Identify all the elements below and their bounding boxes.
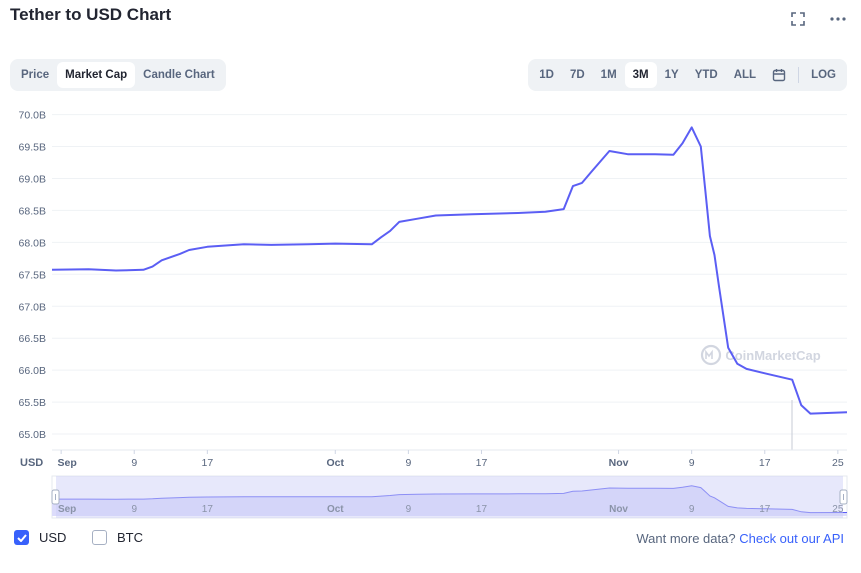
api-prompt: Want more data? Check out our API [636, 531, 844, 546]
calendar-button[interactable] [764, 62, 794, 88]
x-tick-label: 17 [759, 457, 771, 469]
api-link[interactable]: Check out our API [739, 531, 844, 546]
navigator-handle-left[interactable] [51, 489, 60, 505]
y-unit-label: USD [20, 457, 43, 469]
range-tab-7d[interactable]: 7D [569, 69, 585, 81]
y-tick-label: 66.5B [19, 333, 46, 345]
watermark-logo-icon [700, 344, 722, 366]
navigator-tick-label: 25 [832, 504, 844, 515]
navigator-tick-label: 9 [406, 504, 412, 515]
y-tick-label: 65.0B [19, 429, 46, 441]
grid-lines [52, 114, 847, 435]
navigator-handle-right[interactable] [839, 489, 848, 505]
watermark: CoinMarketCap [725, 348, 820, 363]
x-axis: Sep 9 17 Oct 9 17 Nov 9 17 25 [58, 450, 844, 469]
series-line-market-cap[interactable] [51, 126, 848, 415]
x-tick-label: Sep [58, 457, 77, 469]
y-tick-label: 69.0B [19, 173, 46, 185]
y-axis: 70.0B 69.5B 69.0B 68.5B 68.0B 67.5B 67.0B 66.5B… [19, 110, 46, 441]
btc-checkbox-label: BTC [117, 530, 143, 545]
y-tick-label: 66.0B [19, 365, 46, 377]
tab-market-cap[interactable]: Market Cap [57, 62, 136, 88]
range-tab-group: 1D 7D 1M 3M 1Y YTD ALL LOG [528, 59, 847, 91]
navigator-x-axis: Sep 9 17 Oct 9 17 Nov 9 17 25 [58, 504, 844, 515]
x-tick-label: 9 [131, 457, 137, 469]
api-prompt-text: Want more data? [636, 531, 736, 546]
range-tab-3m[interactable]: 3M [624, 62, 657, 88]
divider [798, 67, 800, 83]
y-tick-label: 68.5B [19, 205, 46, 217]
view-tab-group: Price Market Cap Candle Chart [10, 59, 226, 91]
y-tick-label: 69.5B [19, 142, 46, 154]
y-tick-label: 70.0B [19, 110, 46, 122]
range-tab-1y[interactable]: 1Y [664, 69, 679, 81]
log-scale-button[interactable]: LOG [811, 69, 836, 81]
x-tick-label: 9 [405, 457, 411, 469]
navigator-tick-label: 9 [689, 504, 695, 515]
navigator-tick-label: Nov [609, 504, 628, 515]
fullscreen-icon[interactable] [789, 10, 807, 28]
navigator-tick-label: 17 [202, 504, 214, 515]
navigator-tick-label: Oct [327, 504, 344, 515]
navigator-area [52, 485, 847, 516]
chart-footer: USD BTC Want more data? Check out our AP… [0, 528, 861, 550]
chart-toolbar [789, 10, 847, 28]
usd-checkbox-label: USD [39, 530, 67, 545]
navigator-tick-label: 17 [476, 504, 488, 515]
x-tick-label: 9 [689, 457, 695, 469]
range-tab-all[interactable]: ALL [733, 69, 757, 81]
btc-checkbox[interactable]: BTC [92, 530, 143, 545]
x-tick-label: 17 [476, 457, 488, 469]
range-tab-ytd[interactable]: YTD [694, 69, 718, 81]
range-navigator[interactable]: Sep 9 17 Oct 9 17 Nov 9 17 25 [51, 475, 848, 519]
y-tick-label: 65.5B [19, 397, 46, 409]
x-tick-label: Oct [327, 457, 345, 469]
navigator-line [52, 485, 848, 514]
market-cap-chart: 70.0B 69.5B 69.0B 68.5B 68.0B 67.5B 67.0B 66.5B… [19, 110, 848, 519]
tab-price[interactable]: Price [21, 69, 50, 81]
more-options-icon[interactable] [829, 10, 847, 28]
y-tick-label: 67.5B [19, 269, 46, 281]
range-tab-1m[interactable]: 1M [600, 69, 617, 81]
range-tab-1d[interactable]: 1D [539, 69, 554, 81]
navigator-tick-label: Sep [58, 504, 76, 515]
tab-candle-chart[interactable]: Candle Chart [143, 69, 215, 81]
x-tick-label: 25 [832, 457, 844, 469]
navigator-tick-label: 9 [131, 504, 137, 515]
calendar-icon [772, 69, 786, 82]
x-tick-label: Nov [609, 457, 629, 469]
usd-checkbox[interactable]: USD [14, 530, 66, 545]
y-tick-label: 68.0B [19, 237, 46, 249]
navigator-tick-label: 17 [759, 504, 771, 515]
navigator-selection[interactable] [56, 476, 843, 518]
check-icon [14, 530, 29, 545]
unchecked-box-icon [92, 530, 107, 545]
y-tick-label: 67.0B [19, 301, 46, 313]
page-title: Tether to USD Chart [10, 5, 172, 24]
x-tick-label: 17 [202, 457, 214, 469]
